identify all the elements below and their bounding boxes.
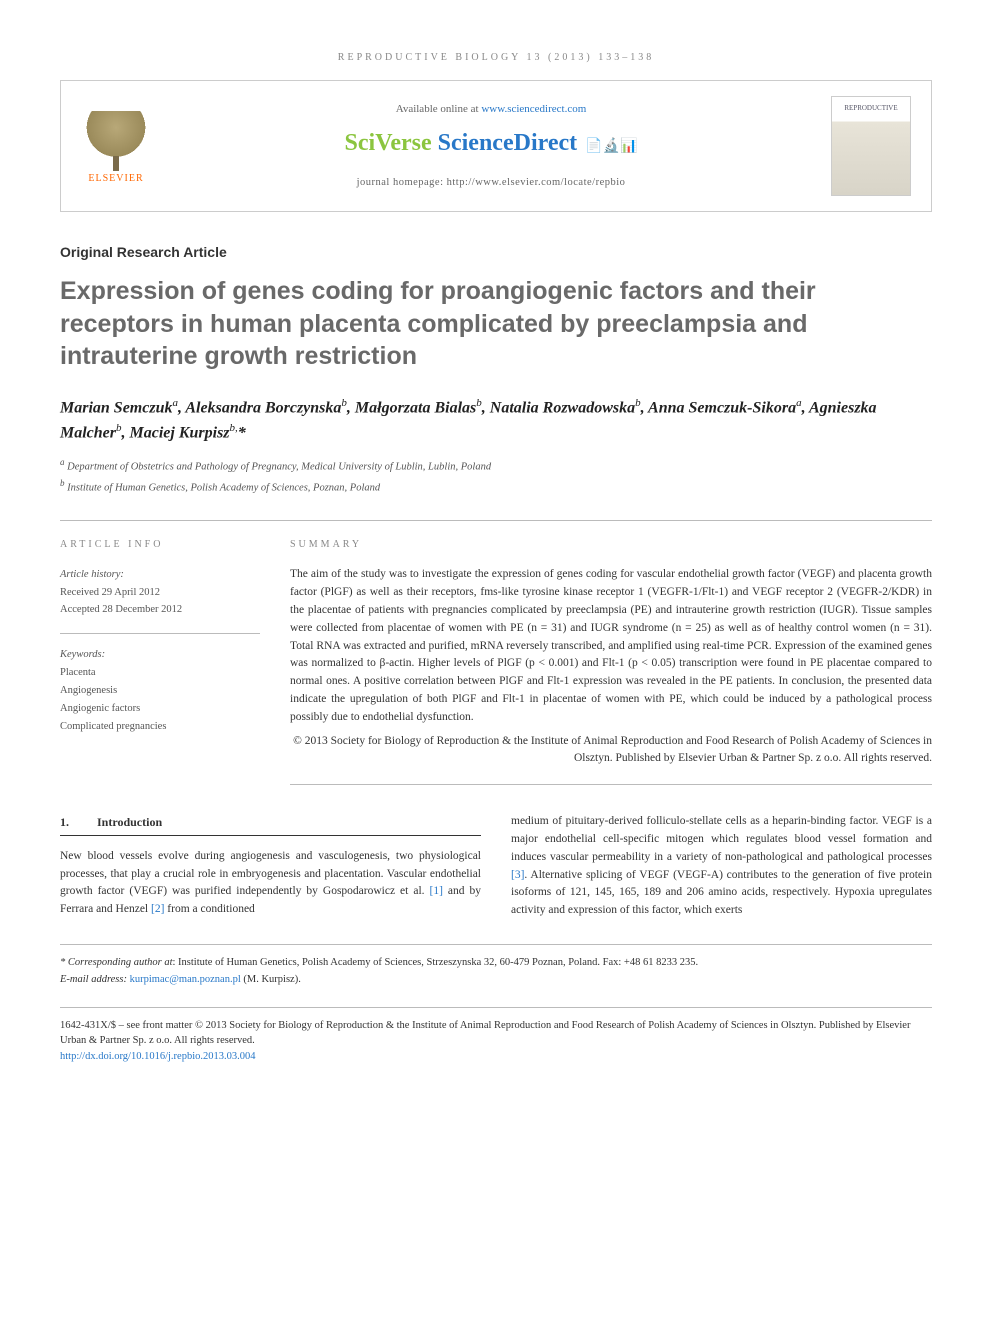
- author-list: Marian Semczuka, Aleksandra Borczynskab,…: [60, 395, 932, 446]
- sciverse-text: SciVerse: [345, 130, 438, 156]
- logo-icons: 📄🔬📊: [585, 139, 637, 154]
- corr-author-text: : Institute of Human Genetics, Polish Ac…: [173, 957, 699, 968]
- corresponding-author: * Corresponding author at: Institute of …: [60, 955, 932, 972]
- body-left-column: 1. Introduction New blood vessels evolve…: [60, 813, 481, 920]
- summary-heading: SUMMARY: [290, 537, 932, 553]
- summary-column: SUMMARY The aim of the study was to inve…: [290, 537, 932, 785]
- accepted-date: Accepted 28 December 2012: [60, 601, 260, 619]
- article-type: Original Research Article: [60, 242, 932, 263]
- affiliation: b Institute of Human Genetics, Polish Ac…: [60, 476, 932, 497]
- keyword: Placenta: [60, 664, 260, 682]
- ref-link-1[interactable]: [1]: [430, 885, 443, 897]
- footnotes: * Corresponding author at: Institute of …: [60, 944, 932, 989]
- elsevier-logo: ELSEVIER: [81, 106, 151, 186]
- elsevier-text: ELSEVIER: [88, 171, 143, 186]
- abstract-text: The aim of the study was to investigate …: [290, 566, 932, 726]
- email-suffix: (M. Kurpisz).: [241, 974, 301, 985]
- journal-homepage: journal homepage: http://www.elsevier.co…: [171, 175, 811, 191]
- history-label: Article history:: [60, 566, 260, 584]
- header-middle: Available online at www.sciencedirect.co…: [171, 101, 811, 191]
- intro-para-left: New blood vessels evolve during angiogen…: [60, 848, 481, 919]
- email-line: E-mail address: kurpimac@man.poznan.pl (…: [60, 972, 932, 989]
- ref-link-3[interactable]: [3]: [511, 869, 524, 881]
- keywords-block: Keywords: PlacentaAngiogenesisAngiogenic…: [60, 646, 260, 749]
- journal-header: ELSEVIER Available online at www.science…: [60, 80, 932, 212]
- section-number: 1.: [60, 813, 69, 832]
- email-label: E-mail address:: [60, 974, 127, 985]
- running-head: REPRODUCTIVE BIOLOGY 13 (2013) 133–138: [60, 50, 932, 65]
- keyword: Complicated pregnancies: [60, 718, 260, 736]
- article-info-heading: ARTICLE INFO: [60, 537, 260, 552]
- info-summary-row: ARTICLE INFO Article history: Received 2…: [60, 520, 932, 785]
- sciencedirect-text: ScienceDirect: [438, 130, 578, 156]
- keyword: Angiogenic factors: [60, 700, 260, 718]
- affiliations: a Department of Obstetrics and Pathology…: [60, 455, 932, 498]
- section-title: Introduction: [97, 813, 162, 832]
- sciencedirect-link[interactable]: www.sciencedirect.com: [481, 103, 586, 115]
- body-two-column: 1. Introduction New blood vessels evolve…: [60, 813, 932, 920]
- keywords-label: Keywords:: [60, 646, 260, 664]
- doi-link[interactable]: http://dx.doi.org/10.1016/j.repbio.2013.…: [60, 1051, 256, 1062]
- available-label: Available online at: [396, 103, 482, 115]
- corr-author-label: * Corresponding author at: [60, 957, 173, 968]
- keyword: Angiogenesis: [60, 682, 260, 700]
- affiliation: a Department of Obstetrics and Pathology…: [60, 455, 932, 476]
- email-link[interactable]: kurpimac@man.poznan.pl: [130, 974, 241, 985]
- intro-para-right: medium of pituitary-derived folliculo-st…: [511, 813, 932, 920]
- article-history-block: Article history: Received 29 April 2012 …: [60, 566, 260, 635]
- bottom-matter: 1642-431X/$ – see front matter © 2013 So…: [60, 1007, 932, 1065]
- article-title: Expression of genes coding for proangiog…: [60, 275, 932, 373]
- article-info-column: ARTICLE INFO Article history: Received 2…: [60, 537, 260, 785]
- issn-copyright: 1642-431X/$ – see front matter © 2013 So…: [60, 1018, 932, 1050]
- journal-cover-thumbnail: REPRODUCTIVE: [831, 96, 911, 196]
- abstract-copyright: © 2013 Society for Biology of Reproducti…: [290, 733, 932, 769]
- available-online: Available online at www.sciencedirect.co…: [171, 101, 811, 118]
- ref-link-2[interactable]: [2]: [151, 903, 164, 915]
- section-1-heading: 1. Introduction: [60, 813, 481, 836]
- body-right-column: medium of pituitary-derived folliculo-st…: [511, 813, 932, 920]
- received-date: Received 29 April 2012: [60, 584, 260, 602]
- sciverse-logo: SciVerse ScienceDirect 📄🔬📊: [171, 125, 811, 161]
- elsevier-tree-icon: [86, 111, 146, 166]
- cover-title: REPRODUCTIVE: [844, 104, 897, 112]
